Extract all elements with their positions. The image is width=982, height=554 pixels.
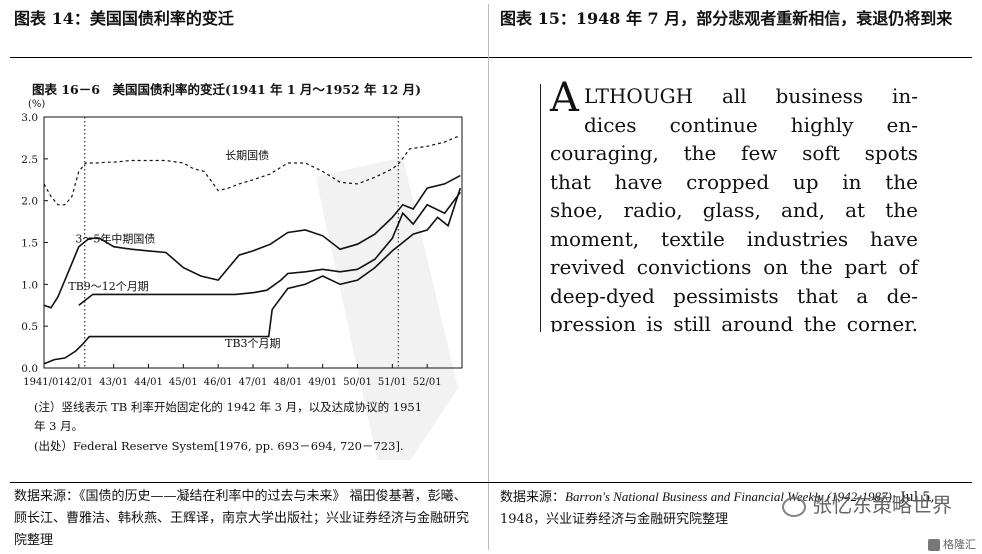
x-tick-label: 1941/01 [23,377,65,388]
clipping-line: shoe, radio, glass, and, at the [550,198,918,222]
tb-3-month-line [43,187,462,365]
x-tick-label: 47/01 [239,377,268,388]
newspaper-clipping: A LTHOUGH all business in-dices continue… [540,80,920,332]
right-figure-title: 图表 15：1948 年 7 月，部分悲观者重新相信，衰退仍将到来 [500,9,953,28]
header-rule [10,57,972,58]
x-tick-label: 52/01 [413,377,442,388]
chart-source-line: (出处）Federal Reserve System[1976, pp. 693… [34,439,404,453]
clipping-left-border [540,84,541,332]
tb-9-12-month-line [78,191,461,306]
right-source-rest: ; Jul 5, 1948，兴业证券经济与金融研究院整理 [500,490,935,527]
y-tick-label: 1.5 [21,238,38,250]
y-tick-label: 1.0 [21,279,38,291]
clipping-line: that have cropped up in the [550,169,918,194]
series-label: 3～5年中期国债 [75,232,155,246]
series-label: TB3个月期 [225,337,280,350]
clipping-line: moment, textile industries have [550,226,918,251]
medium-term-bond-line [43,174,461,309]
watermark-main: 张忆东策略世界 [782,489,952,518]
x-tick-label: 46/01 [204,377,233,388]
clipping-line: pression is still around the corner. [550,312,918,332]
clipping-line: couraging, the few soft spots [550,141,918,165]
clipping-line: LTHOUGH all business in- [584,84,918,108]
right-source-prefix: 数据来源： [500,490,566,505]
wechat-icon [782,496,806,517]
x-tick-label: 45/01 [169,377,198,388]
watermark-main-text: 张忆东策略世界 [812,493,952,517]
footer-rule [10,482,972,483]
x-tick-label: 50/01 [343,377,372,388]
watermark-small: 格隆汇 [928,536,976,552]
chart-title: 图表 16－6 美国国债利率的变迁(1941 年 1 月～1952 年 12 月… [32,82,421,97]
series-label: TB9～12个月期 [68,280,148,293]
clipping-dropcap: A [550,80,579,121]
x-tick-label: 42/01 [64,377,93,388]
column-divider [488,4,489,550]
y-tick-label: 2.0 [21,196,38,208]
x-tick-label: 49/01 [308,377,337,388]
x-tick-label: 43/01 [99,377,128,388]
x-tick-label: 44/01 [134,377,163,388]
right-source-note: 数据来源：Barron's National Business and Fina… [500,486,970,531]
y-tick-label: 0.5 [21,321,38,333]
treasury-yield-chart: 图表 16－6 美国国债利率的变迁(1941 年 1 月～1952 年 12 月… [21,82,463,460]
chart-note-line: (注）竖线表示 TB 利率开始固定化的 1942 年 3 月，以及达成协议的 1… [34,400,422,414]
left-source-note: 数据来源：《国债的历史——凝结在利率中的过去与未来》 福田俊基著，彭曦、顾长江、… [14,489,470,548]
y-axis-unit-label: (%) [28,99,45,110]
clipping-line: revived convictions on the part of [550,255,918,279]
y-tick-label: 2.5 [21,154,38,166]
right-source-publication: Barron's National Business and Financial… [565,489,892,504]
gelonghui-logo-icon [928,539,940,551]
clipping-line: deep-dyed pessimists that a de- [550,283,918,308]
series-label: 长期国债 [225,148,269,162]
watermark-small-text: 格隆汇 [943,538,976,551]
chart-watermark-band [315,157,458,460]
x-tick-label: 48/01 [273,377,302,388]
y-tick-label: 3.0 [21,112,38,124]
long-term-bond-line [43,134,461,206]
x-tick-label: 51/01 [378,377,407,388]
clipping-line: dices continue highly en- [584,112,918,137]
left-figure-title: 图表 14：美国国债利率的变迁 [14,9,234,28]
y-tick-label: 0.0 [21,363,38,375]
chart-note-line: 年 3 月。 [34,419,83,433]
